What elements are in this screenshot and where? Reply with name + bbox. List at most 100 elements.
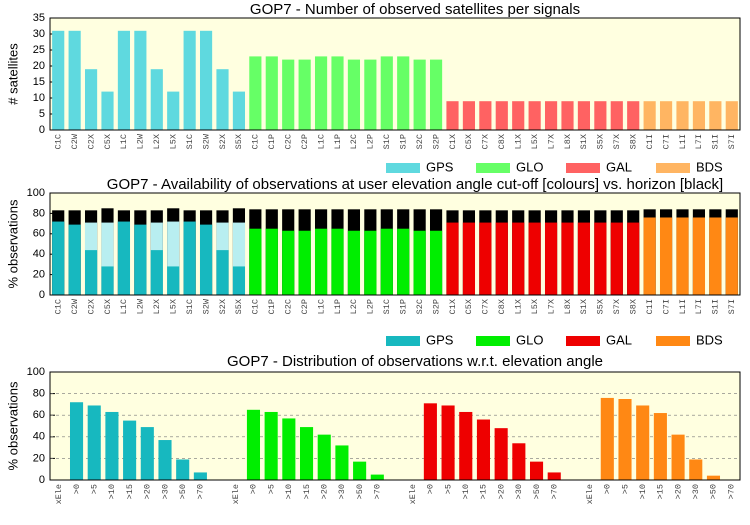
x-tick-label: C2C bbox=[283, 299, 293, 314]
legend-label: BDS bbox=[696, 159, 723, 174]
x-tick-label: L2C bbox=[349, 299, 359, 314]
x-tick-label: xEle bbox=[408, 484, 418, 504]
bar bbox=[150, 250, 163, 295]
y-tick-label: 20 bbox=[33, 269, 45, 281]
x-tick-label: L2W bbox=[136, 133, 146, 149]
bar bbox=[397, 228, 410, 295]
bar bbox=[544, 222, 558, 295]
x-tick-label: xEle bbox=[231, 484, 241, 504]
x-tick-label: C7I bbox=[661, 134, 671, 149]
bar bbox=[68, 224, 81, 295]
bar bbox=[282, 230, 295, 295]
bar bbox=[69, 402, 84, 480]
x-tick-label: C1I bbox=[645, 134, 655, 149]
y-tick-label: 25 bbox=[33, 44, 45, 56]
x-tick-label: L2P bbox=[366, 299, 376, 314]
x-tick-label: S7X bbox=[612, 299, 622, 314]
legend-swatch bbox=[386, 336, 420, 346]
bar bbox=[299, 427, 314, 480]
x-tick-label: >50 bbox=[178, 484, 188, 499]
bar bbox=[512, 222, 525, 295]
x-tick-label: C1C bbox=[251, 299, 261, 314]
x-tick-label: L8X bbox=[563, 299, 573, 314]
bar bbox=[495, 101, 508, 130]
y-tick-label: 35 bbox=[33, 12, 45, 24]
bar bbox=[158, 440, 172, 480]
y-tick-label: 60 bbox=[33, 409, 45, 421]
legend-swatch bbox=[656, 336, 690, 346]
bar bbox=[317, 434, 331, 480]
y-tick-label: 0 bbox=[39, 124, 45, 136]
x-tick-label: >30 bbox=[160, 484, 170, 499]
chart-title: GOP7 - Availability of observations at u… bbox=[107, 176, 723, 193]
y-tick-label: 0 bbox=[39, 474, 45, 486]
x-tick-label: L1C bbox=[119, 134, 129, 149]
legend-swatch bbox=[656, 163, 690, 173]
x-tick-label: L7I bbox=[694, 134, 704, 149]
x-tick-label: >70 bbox=[549, 484, 559, 499]
x-tick-label: C1P bbox=[267, 134, 277, 149]
bar bbox=[547, 472, 561, 480]
bar bbox=[512, 101, 525, 130]
bar bbox=[117, 30, 131, 130]
bar bbox=[462, 101, 476, 130]
x-tick-label: >50 bbox=[355, 484, 365, 499]
x-tick-label: C2W bbox=[70, 298, 80, 314]
bar bbox=[643, 101, 656, 130]
bar bbox=[676, 101, 689, 130]
legend-label: GPS bbox=[426, 159, 454, 174]
bar bbox=[659, 217, 673, 295]
x-tick-label: C1C bbox=[251, 134, 261, 149]
bar bbox=[101, 91, 114, 130]
x-tick-label: S2W bbox=[201, 298, 211, 314]
x-tick-label: S8X bbox=[628, 299, 638, 314]
x-tick-label: xEle bbox=[585, 484, 595, 504]
x-tick-label: >30 bbox=[691, 484, 701, 499]
x-tick-label: S2X bbox=[218, 299, 228, 314]
bar bbox=[643, 217, 656, 295]
legend-label: GLO bbox=[516, 332, 543, 347]
y-tick-label: 20 bbox=[33, 60, 45, 72]
x-tick-label: L2W bbox=[136, 298, 146, 314]
x-tick-label: C8X bbox=[497, 134, 507, 149]
x-tick-label: C1X bbox=[448, 299, 458, 314]
bar bbox=[709, 217, 722, 295]
x-tick-label: L2P bbox=[366, 134, 376, 149]
bar bbox=[140, 427, 154, 480]
bar bbox=[282, 418, 296, 480]
bar bbox=[298, 230, 311, 295]
bar bbox=[692, 217, 706, 295]
bar bbox=[167, 91, 180, 130]
x-tick-label: S7X bbox=[612, 134, 622, 149]
x-tick-label: C2W bbox=[70, 133, 80, 149]
bar bbox=[380, 228, 393, 295]
legend-label: BDS bbox=[696, 332, 723, 347]
x-tick-label: >0 bbox=[72, 484, 82, 494]
y-tick-label: 15 bbox=[33, 76, 45, 88]
x-tick-label: C5X bbox=[103, 134, 113, 149]
x-tick-label: S1P bbox=[398, 134, 408, 149]
y-tick-label: 5 bbox=[39, 108, 45, 120]
legend-label: GAL bbox=[606, 332, 632, 347]
x-tick-label: L2C bbox=[349, 134, 359, 149]
x-tick-label: S2C bbox=[415, 299, 425, 314]
bar bbox=[199, 224, 213, 295]
x-tick-label: L7X bbox=[546, 134, 556, 149]
plot-background bbox=[50, 193, 740, 295]
bar bbox=[265, 228, 278, 295]
x-tick-label: >50 bbox=[709, 484, 719, 499]
bar bbox=[249, 228, 262, 295]
x-tick-label: S1C bbox=[185, 299, 195, 314]
x-tick-label: >15 bbox=[125, 484, 135, 499]
x-tick-label: L2X bbox=[152, 299, 162, 314]
plot-frame bbox=[49, 17, 741, 131]
bar bbox=[446, 222, 459, 295]
legend-swatch bbox=[566, 336, 600, 346]
x-tick-label: C1X bbox=[448, 134, 458, 149]
x-tick-label: >10 bbox=[638, 484, 648, 499]
bar bbox=[577, 222, 591, 295]
plot-frame bbox=[49, 192, 741, 296]
x-tick-label: >0 bbox=[426, 484, 436, 494]
bar bbox=[659, 101, 673, 130]
legend-label: GLO bbox=[516, 159, 543, 174]
